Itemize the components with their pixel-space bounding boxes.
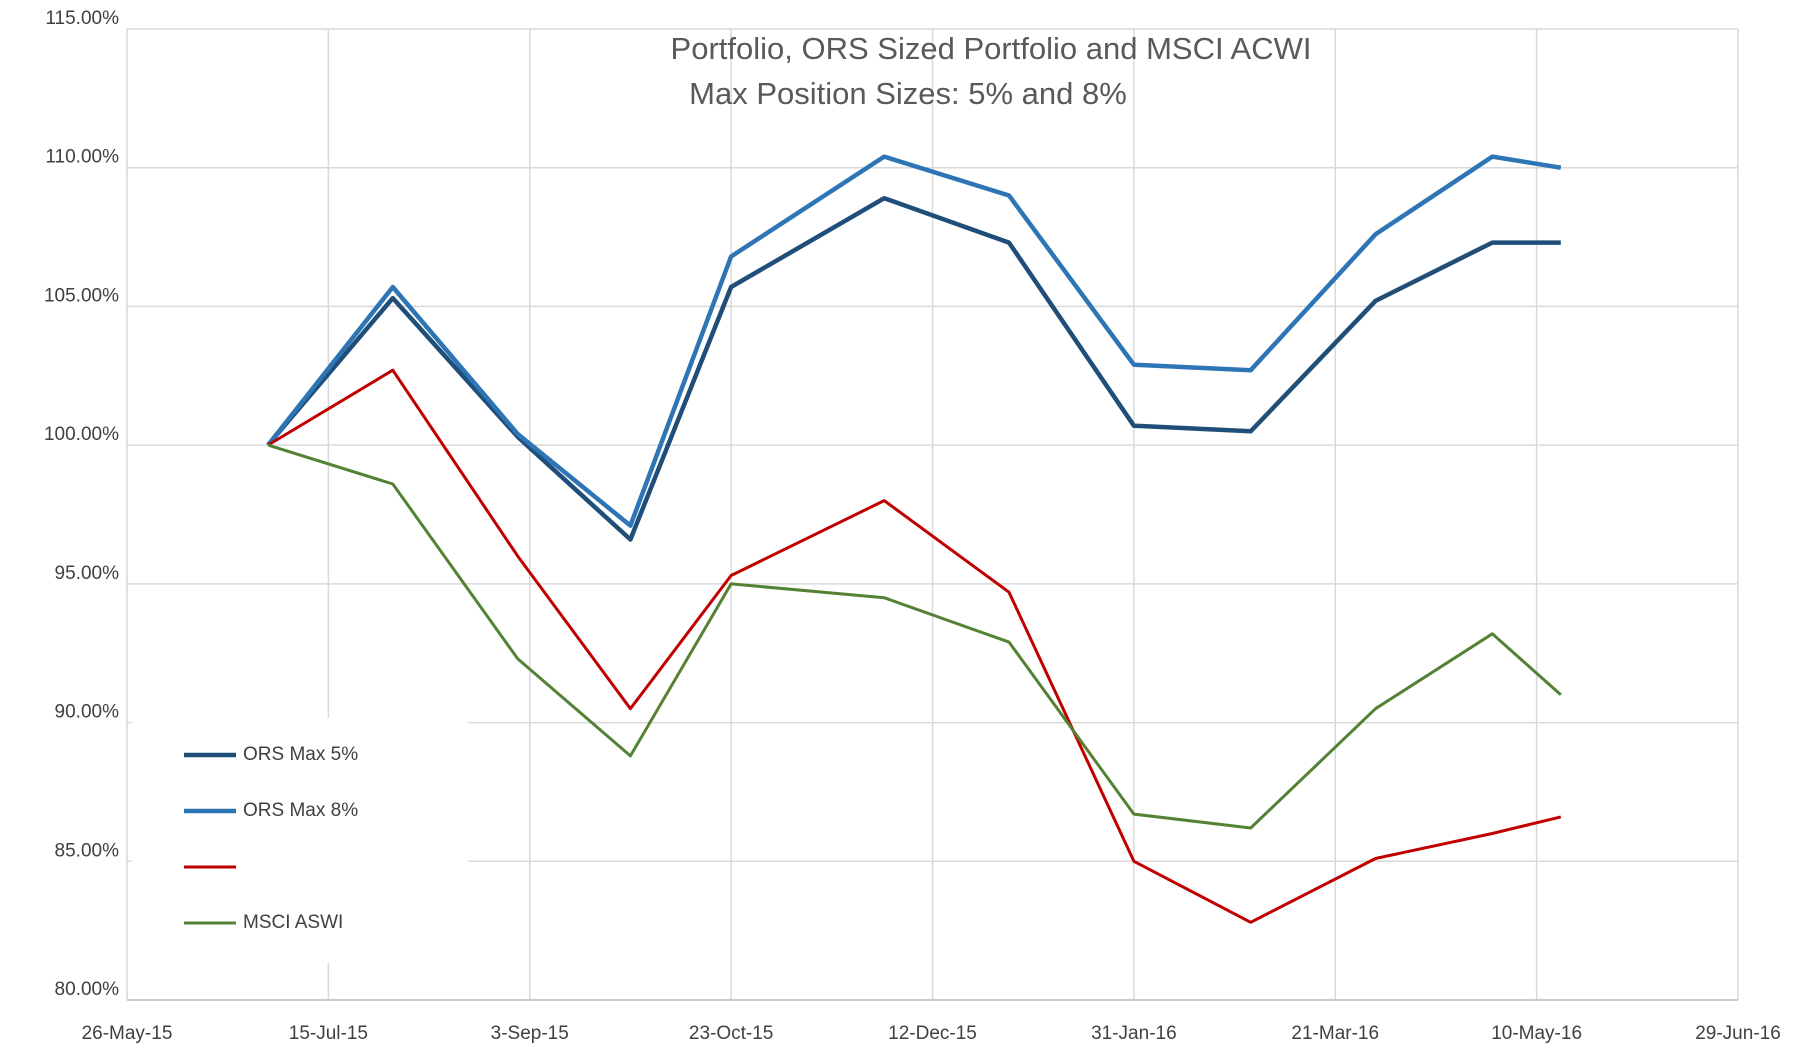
y-tick-label: 95.00% xyxy=(55,563,120,584)
x-tick-label: 26-May-15 xyxy=(82,1023,173,1044)
x-tick-label: 15-Jul-15 xyxy=(289,1023,368,1044)
y-tick-label: 110.00% xyxy=(45,147,119,168)
legend: ORS Max 5% ORS Max 8% MSCI ASWI xyxy=(132,718,468,963)
x-tick-label: 21-Mar-16 xyxy=(1291,1023,1379,1044)
x-tick-label: 23-Oct-15 xyxy=(689,1023,773,1044)
y-tick-label: 105.00% xyxy=(44,285,119,306)
legend-label: MSCI ASWI xyxy=(243,912,343,933)
y-tick-label: 80.00% xyxy=(55,979,120,1000)
y-tick-label: 100.00% xyxy=(44,424,119,445)
y-tick-label: 85.00% xyxy=(55,840,120,861)
grid xyxy=(126,28,1739,1001)
series-line xyxy=(267,368,1562,924)
x-tick-label: 31-Jan-16 xyxy=(1091,1023,1177,1044)
plot xyxy=(266,154,1562,924)
series-line xyxy=(266,154,1562,528)
legend-label: ORS Max 8% xyxy=(243,800,358,821)
x-tick-label: 12-Dec-15 xyxy=(888,1023,977,1044)
series-line xyxy=(267,443,1562,830)
series-line xyxy=(266,195,1561,542)
y-tick-label: 115.00% xyxy=(45,8,119,29)
chart-title: Portfolio, ORS Sized Portfolio and MSCI … xyxy=(671,31,1312,66)
x-tick-label: 3-Sep-15 xyxy=(491,1023,569,1044)
x-tick-label: 10-May-16 xyxy=(1491,1023,1582,1044)
x-tick-label: 29-Jun-16 xyxy=(1695,1023,1781,1044)
legend-label: ORS Max 5% xyxy=(243,744,358,765)
chart-subtitle: Max Position Sizes: 5% and 8% xyxy=(689,76,1127,111)
y-tick-label: 90.00% xyxy=(55,702,120,723)
